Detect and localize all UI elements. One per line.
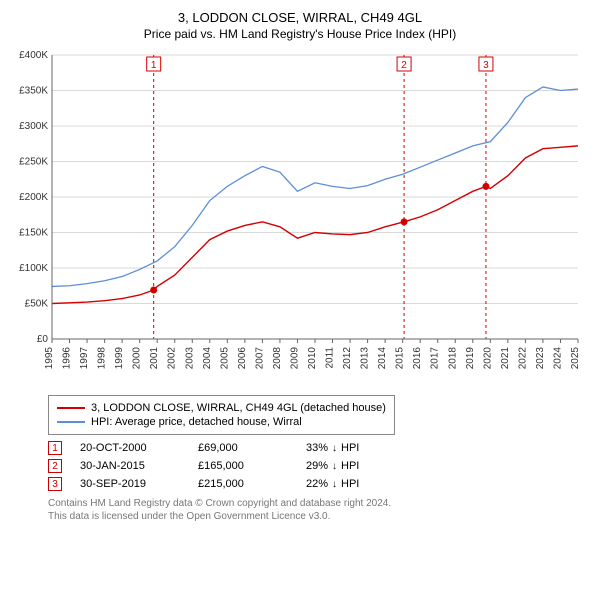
marker-row: 1 20-OCT-2000 £69,000 33% ↓ HPI	[48, 441, 592, 455]
svg-text:£400K: £400K	[19, 50, 48, 61]
chart-subtitle: Price paid vs. HM Land Registry's House …	[8, 27, 592, 41]
marker-date: 30-JAN-2015	[80, 460, 180, 472]
svg-text:2000: 2000	[132, 347, 143, 370]
svg-text:2005: 2005	[219, 347, 230, 370]
svg-text:£100K: £100K	[19, 263, 48, 274]
svg-text:2018: 2018	[447, 347, 458, 370]
svg-text:£250K: £250K	[19, 157, 48, 168]
svg-text:3: 3	[483, 60, 489, 71]
arrow-down-icon: ↓	[332, 479, 337, 490]
svg-text:2004: 2004	[202, 347, 213, 370]
marker-price: £165,000	[198, 460, 288, 472]
legend-swatch	[57, 421, 85, 423]
svg-text:2002: 2002	[167, 347, 178, 370]
footer-line-1: Contains HM Land Registry data © Crown c…	[48, 497, 592, 510]
svg-text:2: 2	[401, 60, 407, 71]
svg-text:2014: 2014	[377, 347, 388, 370]
svg-text:£300K: £300K	[19, 121, 48, 132]
marker-diff: 29% ↓ HPI	[306, 460, 359, 472]
arrow-down-icon: ↓	[332, 461, 337, 472]
svg-text:2020: 2020	[482, 347, 493, 370]
svg-text:1998: 1998	[97, 347, 108, 370]
svg-text:£50K: £50K	[25, 299, 49, 310]
svg-text:2022: 2022	[517, 347, 528, 370]
legend-row: HPI: Average price, detached house, Wirr…	[57, 416, 386, 428]
svg-text:2021: 2021	[500, 347, 511, 370]
line-chart-svg: £0 £50K £100K £150K £200K £250K £300K £350K £400…	[8, 49, 588, 389]
svg-text:1999: 1999	[114, 347, 125, 370]
svg-text:2019: 2019	[465, 347, 476, 370]
footer-line-2: This data is licensed under the Open Gov…	[48, 510, 592, 523]
legend: 3, LODDON CLOSE, WIRRAL, CH49 4GL (detac…	[48, 395, 395, 435]
svg-text:2003: 2003	[184, 347, 195, 370]
marker-row: 3 30-SEP-2019 £215,000 22% ↓ HPI	[48, 477, 592, 491]
legend-row: 3, LODDON CLOSE, WIRRAL, CH49 4GL (detac…	[57, 402, 386, 414]
marker-diff: 33% ↓ HPI	[306, 442, 359, 454]
legend-label: HPI: Average price, detached house, Wirr…	[91, 416, 302, 428]
svg-text:2013: 2013	[360, 347, 371, 370]
chart-title: 3, LODDON CLOSE, WIRRAL, CH49 4GL	[8, 10, 592, 25]
arrow-down-icon: ↓	[332, 443, 337, 454]
svg-text:2015: 2015	[395, 347, 406, 370]
marker-badge: 1	[48, 441, 62, 455]
marker-table: 1 20-OCT-2000 £69,000 33% ↓ HPI 2 30-JAN-2015…	[48, 441, 592, 491]
legend-swatch	[57, 407, 85, 409]
svg-text:1995: 1995	[44, 347, 55, 370]
svg-text:2016: 2016	[412, 347, 423, 370]
svg-text:1996: 1996	[62, 347, 73, 370]
marker-badge: 3	[48, 477, 62, 491]
marker-row: 2 30-JAN-2015 £165,000 29% ↓ HPI	[48, 459, 592, 473]
svg-text:2010: 2010	[307, 347, 318, 370]
svg-text:2006: 2006	[237, 347, 248, 370]
svg-text:£350K: £350K	[19, 86, 48, 97]
marker-price: £69,000	[198, 442, 288, 454]
marker-price: £215,000	[198, 478, 288, 490]
marker-date: 30-SEP-2019	[80, 478, 180, 490]
svg-text:1997: 1997	[79, 347, 90, 370]
svg-text:1: 1	[151, 60, 157, 71]
marker-date: 20-OCT-2000	[80, 442, 180, 454]
marker-diff: 22% ↓ HPI	[306, 478, 359, 490]
svg-text:2007: 2007	[254, 347, 265, 370]
legend-label: 3, LODDON CLOSE, WIRRAL, CH49 4GL (detac…	[91, 402, 386, 414]
svg-text:£0: £0	[37, 334, 49, 345]
svg-text:2001: 2001	[149, 347, 160, 370]
svg-text:2009: 2009	[289, 347, 300, 370]
marker-badge: 2	[48, 459, 62, 473]
svg-text:2017: 2017	[430, 347, 441, 370]
svg-text:2023: 2023	[535, 347, 546, 370]
svg-text:2011: 2011	[325, 347, 336, 369]
svg-text:2008: 2008	[272, 347, 283, 370]
svg-text:£150K: £150K	[19, 228, 48, 239]
chart-area: £0 £50K £100K £150K £200K £250K £300K £350K £400…	[8, 49, 592, 389]
svg-text:2012: 2012	[342, 347, 353, 370]
svg-text:2025: 2025	[570, 347, 581, 370]
svg-text:£200K: £200K	[19, 192, 48, 203]
svg-text:2024: 2024	[552, 347, 563, 370]
footer-attribution: Contains HM Land Registry data © Crown c…	[48, 497, 592, 523]
